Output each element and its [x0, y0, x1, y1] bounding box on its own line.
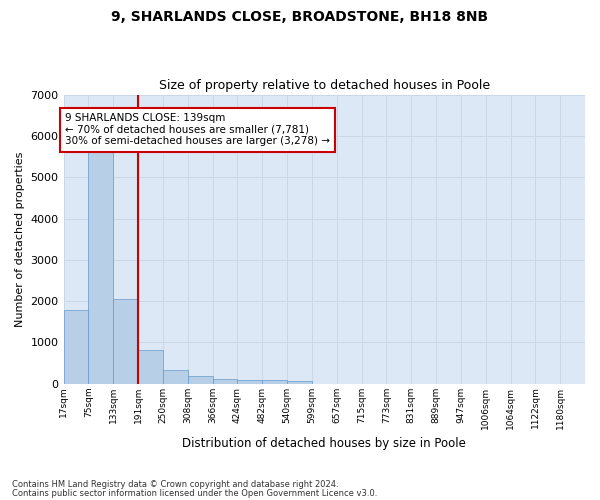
Title: Size of property relative to detached houses in Poole: Size of property relative to detached ho… — [159, 79, 490, 92]
Bar — [64, 310, 88, 384]
Bar — [262, 380, 287, 384]
Bar — [88, 144, 113, 384]
Bar — [287, 380, 312, 384]
Bar — [238, 380, 262, 384]
Text: Contains HM Land Registry data © Crown copyright and database right 2024.: Contains HM Land Registry data © Crown c… — [12, 480, 338, 489]
Bar — [138, 350, 163, 384]
Bar — [163, 370, 188, 384]
Text: Contains public sector information licensed under the Open Government Licence v3: Contains public sector information licen… — [12, 489, 377, 498]
Y-axis label: Number of detached properties: Number of detached properties — [15, 152, 25, 327]
Text: 9 SHARLANDS CLOSE: 139sqm
← 70% of detached houses are smaller (7,781)
30% of se: 9 SHARLANDS CLOSE: 139sqm ← 70% of detac… — [65, 113, 330, 146]
Bar — [113, 298, 138, 384]
Bar — [188, 376, 212, 384]
X-axis label: Distribution of detached houses by size in Poole: Distribution of detached houses by size … — [182, 437, 466, 450]
Text: 9, SHARLANDS CLOSE, BROADSTONE, BH18 8NB: 9, SHARLANDS CLOSE, BROADSTONE, BH18 8NB — [112, 10, 488, 24]
Bar — [212, 379, 238, 384]
